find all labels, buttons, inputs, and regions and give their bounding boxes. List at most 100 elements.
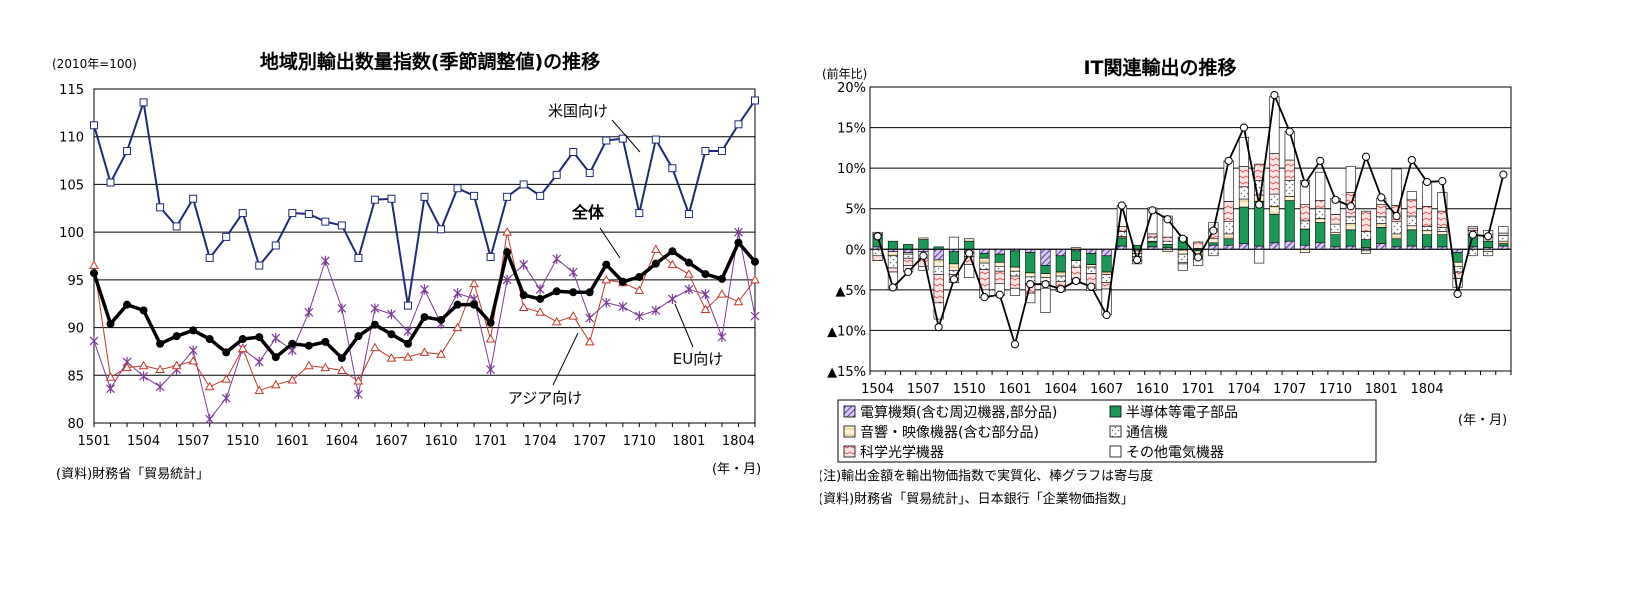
x-tick-label: 1601 xyxy=(276,434,309,449)
data-point xyxy=(419,347,430,356)
data-point xyxy=(634,285,645,294)
data-point xyxy=(321,217,330,226)
left-source: (資料)財務省「貿易統計」 xyxy=(56,466,209,482)
legend-label: 半導体等電子部品 xyxy=(1126,404,1238,421)
bar-segment xyxy=(903,257,914,266)
bar-segment xyxy=(1345,216,1356,224)
data-point xyxy=(452,322,463,332)
x-tick-label: 1710 xyxy=(1319,382,1352,397)
data-point xyxy=(123,300,132,309)
bar-segment xyxy=(979,262,990,270)
data-point xyxy=(453,288,462,299)
bar-segment xyxy=(1238,198,1249,208)
data-point xyxy=(437,225,446,234)
total-point xyxy=(1239,123,1249,132)
bar-segment xyxy=(1223,160,1234,202)
data-point xyxy=(536,294,545,303)
bar-segment xyxy=(1208,242,1219,246)
bar-segment xyxy=(1315,218,1326,223)
label-eu-leader xyxy=(674,303,694,348)
total-point xyxy=(904,267,913,277)
total-point xyxy=(1407,155,1416,165)
data-point xyxy=(585,313,595,324)
bar-segment xyxy=(1376,216,1387,224)
data-point xyxy=(337,303,347,314)
bar-segment xyxy=(1330,223,1341,233)
total-point xyxy=(1255,200,1264,209)
data-point xyxy=(750,274,760,284)
data-point xyxy=(469,278,479,288)
bar-segment xyxy=(1040,287,1051,313)
data-point xyxy=(238,335,247,344)
data-point xyxy=(651,305,661,316)
total-point xyxy=(1392,211,1401,221)
x-tick-label: 1610 xyxy=(424,434,457,449)
data-point xyxy=(503,192,512,201)
bar-segment xyxy=(1223,233,1234,240)
bar-segment xyxy=(1177,263,1188,271)
data-point xyxy=(370,195,379,204)
bar-segment xyxy=(1101,248,1112,257)
x-tick-label: 1701 xyxy=(474,434,507,449)
bar-segment xyxy=(1467,226,1478,229)
data-point xyxy=(204,381,215,391)
data-point xyxy=(486,252,495,261)
data-point xyxy=(535,307,546,316)
data-point xyxy=(304,341,313,350)
data-point xyxy=(717,274,726,283)
data-point xyxy=(519,180,528,189)
data-point xyxy=(618,277,627,286)
bar-segment xyxy=(1315,208,1326,219)
data-point xyxy=(403,352,413,361)
y-tick-label: 15% xyxy=(837,122,866,137)
data-point xyxy=(255,333,264,342)
bar-segment xyxy=(1376,227,1387,244)
x-tick-label: 1701 xyxy=(1182,382,1215,397)
data-point xyxy=(105,372,116,381)
data-point xyxy=(634,311,644,322)
x-tick-label: 1707 xyxy=(573,434,606,449)
it-export-chart: IT関連輸出の推移 (前年比) (年・月) (注)輸出金額を輸出物価指数で実質化… xyxy=(820,56,1512,507)
bar-segment xyxy=(1177,253,1188,263)
data-point xyxy=(189,326,198,335)
total-point xyxy=(1117,201,1126,210)
x-tick-label: 1707 xyxy=(1273,382,1306,397)
bar-segment xyxy=(1101,255,1112,273)
bar-segment xyxy=(994,248,1005,255)
data-point xyxy=(205,253,214,262)
bar-segment xyxy=(1238,243,1249,250)
x-tick-label: 1507 xyxy=(907,382,940,397)
total-point xyxy=(1285,127,1294,136)
data-point xyxy=(90,121,98,130)
plot-frame xyxy=(869,86,1512,372)
data-point xyxy=(106,383,115,394)
data-point xyxy=(601,297,611,308)
bar-segment xyxy=(1498,235,1509,242)
bar-segment xyxy=(1376,204,1387,218)
bar-segment xyxy=(1330,231,1341,235)
bar-segment xyxy=(933,259,944,267)
y-tick-label: 110 xyxy=(59,131,84,146)
bar-segment xyxy=(1391,238,1402,248)
data-point xyxy=(751,257,759,266)
right-source: (資料)財務省「貿易統計」、日本銀行「企業物価指数」 xyxy=(820,491,1134,507)
bar-segment xyxy=(1391,168,1402,206)
bar-segment xyxy=(1208,244,1219,250)
bar-segment xyxy=(948,236,959,250)
bar-segment xyxy=(1498,240,1509,244)
bar-segment xyxy=(948,263,959,271)
bar-segment xyxy=(1040,265,1051,274)
data-point xyxy=(155,364,165,374)
bar-segment xyxy=(1467,227,1478,231)
data-point xyxy=(171,360,182,370)
bar-segment xyxy=(1345,166,1356,193)
data-point xyxy=(337,221,346,230)
data-point xyxy=(601,274,612,284)
total-point xyxy=(1438,177,1447,186)
total-point xyxy=(1422,177,1432,187)
data-point xyxy=(354,332,363,341)
data-point xyxy=(106,178,115,187)
left-plot-area: 80 85 90 95 100 105 110 115 1501 1504 1507 1510 1601… xyxy=(59,83,760,449)
